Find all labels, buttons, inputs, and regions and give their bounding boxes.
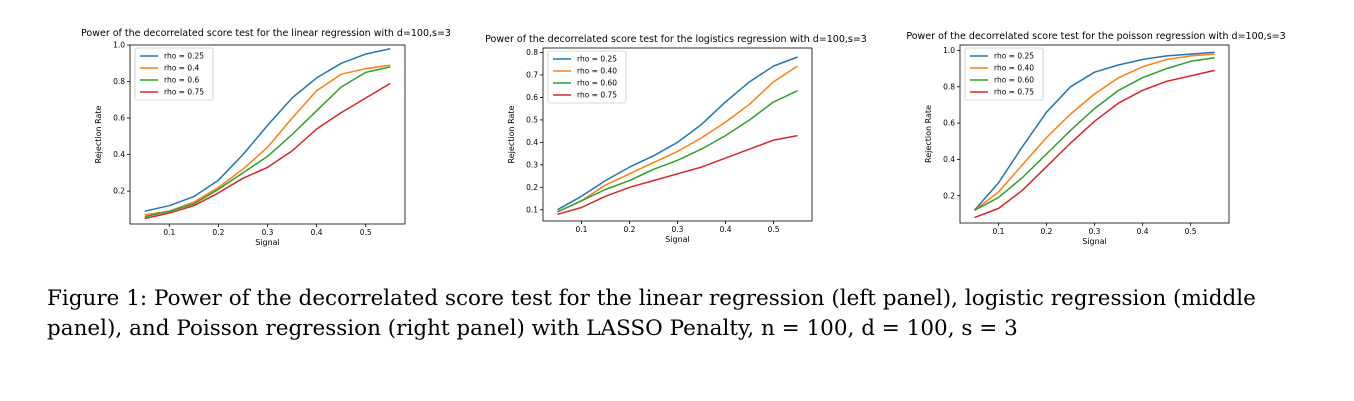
legend-label: rho = 0.25 <box>577 55 617 64</box>
chart-title: Power of the decorrelated score test for… <box>906 31 1285 42</box>
y-tick-label: 0.2 <box>526 183 538 192</box>
plot-frame <box>542 47 813 222</box>
legend-label: rho = 0.6 <box>164 76 200 85</box>
legend-label: rho = 0.25 <box>164 52 204 61</box>
legend: rho = 0.25 rho = 0.40 rho = 0.60 rho = 0.75 <box>964 47 1044 101</box>
y-tick-label: 0.6 <box>526 93 538 102</box>
x-tick-label: 0.2 <box>1040 227 1052 236</box>
chart-title: Power of the decorrelated score test for… <box>81 28 451 39</box>
legend-label: rho = 0.75 <box>994 88 1034 97</box>
x-tick-label: 0.5 <box>360 228 372 237</box>
x-tick-label: 0.5 <box>768 225 780 234</box>
x-tick-label: 0.1 <box>575 225 587 234</box>
y-tick-label: 0.8 <box>943 82 955 91</box>
y-tick-label: 0.7 <box>526 71 538 80</box>
chart-3: Power of the decorrelated score test for… <box>906 31 1285 246</box>
series-line-2 <box>144 64 391 216</box>
y-tick-label: 0.6 <box>113 114 125 123</box>
series-line-4 <box>144 82 391 220</box>
legend-label: rho = 0.25 <box>994 52 1034 61</box>
x-tick-label: 0.4 <box>311 228 323 237</box>
series-line-1 <box>144 47 391 212</box>
legend-label: rho = 0.75 <box>577 91 617 100</box>
series-line-2 <box>557 65 799 213</box>
legend-frame <box>134 47 214 101</box>
y-tick-label: 0.3 <box>526 160 538 169</box>
series-line-3 <box>974 56 1215 211</box>
chart-title: Power of the decorrelated score test for… <box>485 34 867 45</box>
legend: rho = 0.25 rho = 0.40 rho = 0.60 rho = 0.75 <box>547 50 627 104</box>
y-axis-label: Rejection Rate <box>924 105 933 163</box>
series-line-1 <box>557 56 798 211</box>
series-line-1 <box>973 51 1215 211</box>
x-tick-label: 0.2 <box>623 225 635 234</box>
legend-label: rho = 0.60 <box>994 76 1034 85</box>
plot-frame <box>129 44 406 225</box>
y-tick-label: 0.6 <box>943 119 955 128</box>
legend-label: rho = 0.4 <box>164 64 200 73</box>
x-axis-label: Signal <box>1082 237 1107 246</box>
x-tick-label: 0.4 <box>1137 227 1149 236</box>
chart-2: Power of the decorrelated score test for… <box>485 34 867 244</box>
series-line-3 <box>144 66 391 218</box>
legend-label: rho = 0.60 <box>577 79 617 88</box>
x-tick-label: 0.3 <box>1089 227 1101 236</box>
x-tick-label: 0.3 <box>672 225 684 234</box>
legend-label: rho = 0.40 <box>994 64 1034 73</box>
legend-label: rho = 0.75 <box>164 88 204 97</box>
x-axis-label: Signal <box>255 238 280 247</box>
series-line-2 <box>973 53 1215 211</box>
y-tick-label: 0.1 <box>526 205 538 214</box>
y-tick-label: 0.5 <box>526 115 538 124</box>
y-tick-label: 0.8 <box>113 77 125 86</box>
x-tick-label: 0.1 <box>163 228 175 237</box>
y-axis-label: Rejection Rate <box>507 105 516 163</box>
plot-frame <box>959 44 1230 224</box>
y-tick-label: 0.4 <box>113 150 125 159</box>
y-axis-label: Rejection Rate <box>94 105 103 163</box>
x-tick-label: 0.4 <box>720 225 732 234</box>
legend-frame <box>547 50 627 104</box>
chart-1: Power of the decorrelated score test for… <box>81 28 451 247</box>
y-tick-label: 0.8 <box>526 48 538 57</box>
x-tick-label: 0.2 <box>212 228 224 237</box>
legend-frame <box>964 47 1044 101</box>
series-line-3 <box>557 90 798 213</box>
series-line-4 <box>557 134 798 216</box>
x-tick-label: 0.3 <box>262 228 274 237</box>
y-tick-label: 0.4 <box>943 155 955 164</box>
y-tick-label: 1.0 <box>943 46 955 55</box>
legend: rho = 0.25 rho = 0.4 rho = 0.6 rho = 0.75 <box>134 47 214 101</box>
y-tick-label: 0.2 <box>113 187 125 196</box>
series-line-4 <box>974 69 1215 219</box>
x-tick-label: 0.5 <box>1185 227 1197 236</box>
y-tick-label: 0.4 <box>526 138 538 147</box>
y-tick-label: 0.2 <box>943 191 955 200</box>
figure-caption: Figure 1: Power of the decorrelated scor… <box>47 286 1256 341</box>
legend-label: rho = 0.40 <box>577 67 617 76</box>
y-tick-label: 1.0 <box>113 41 125 50</box>
x-tick-label: 0.1 <box>992 227 1004 236</box>
x-axis-label: Signal <box>665 235 690 244</box>
